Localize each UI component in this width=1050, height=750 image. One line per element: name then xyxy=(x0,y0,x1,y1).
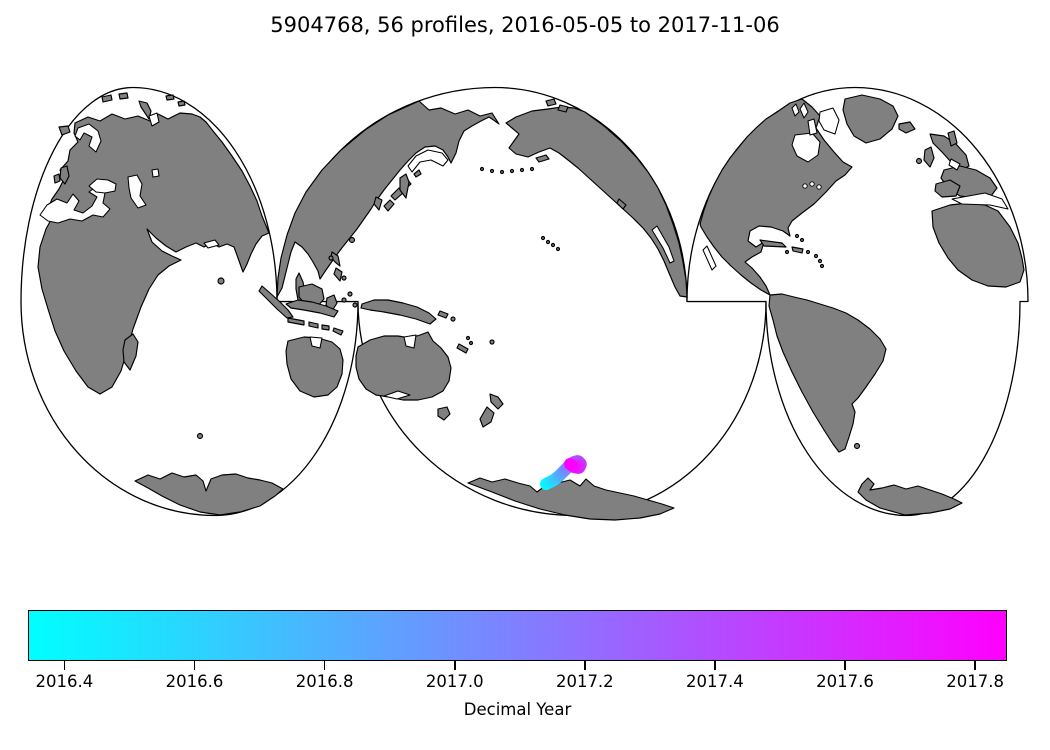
hudson-channel xyxy=(807,118,818,136)
colorbar-tick xyxy=(584,661,586,670)
new-zealand-north-island xyxy=(489,393,504,410)
hainan-island xyxy=(328,255,334,261)
ireland-east-copy xyxy=(915,157,923,165)
caribbean-islets xyxy=(784,233,825,269)
great-lakes xyxy=(802,181,822,190)
colorbar-tick-label: 2017.6 xyxy=(816,672,874,691)
aral-sea xyxy=(151,168,160,178)
moluccas-islet-3 xyxy=(352,302,358,308)
norway-sliver xyxy=(947,130,958,147)
black-sea xyxy=(88,178,117,194)
aleutian-islets xyxy=(479,166,535,175)
britain-land xyxy=(59,165,70,185)
gulf-of-california-middle xyxy=(651,225,675,264)
great-australian-bight xyxy=(383,390,411,400)
siberia-east-asia-land xyxy=(276,100,500,298)
java-islands xyxy=(287,317,344,336)
colorbar-tick xyxy=(323,661,326,670)
gulf-of-california-right xyxy=(702,245,717,271)
baltic-sea-east-copy xyxy=(948,158,961,171)
iceland-east-copy xyxy=(898,121,916,134)
colorbar-tick xyxy=(844,661,846,670)
vanuatu-islet-2 xyxy=(468,340,474,346)
iberia-east-copy xyxy=(934,179,961,198)
arctic-channels xyxy=(791,102,809,119)
philippines-islet xyxy=(341,275,347,281)
caspian-sea xyxy=(127,174,147,209)
solomon-islet xyxy=(450,316,456,322)
gulf-of-carpentaria-copy xyxy=(309,336,323,349)
arctic-islets-middle xyxy=(545,98,569,113)
float-trajectory xyxy=(540,455,587,490)
britain-east-copy xyxy=(923,146,935,168)
iceland-land xyxy=(58,125,71,136)
falkland-island xyxy=(853,442,861,450)
sakhalin-island xyxy=(399,173,410,199)
moluccas-islet-2 xyxy=(347,291,353,297)
colorbar-tick-label: 2016.6 xyxy=(165,672,224,691)
tasmania-island xyxy=(437,406,451,421)
baltic-sea xyxy=(74,123,102,153)
antarctica-right xyxy=(857,477,963,516)
vancouver-island xyxy=(616,198,627,210)
colorbar-axis-label: Decimal Year xyxy=(463,700,572,719)
hawaii-islets xyxy=(540,235,561,252)
fiji-islet xyxy=(489,339,495,345)
madagascar-land xyxy=(122,333,139,371)
mediterranean-east-copy xyxy=(951,192,1009,210)
cuba-island xyxy=(759,239,787,248)
new-caledonia-island xyxy=(456,343,469,354)
colorbar-tick xyxy=(714,661,716,670)
ireland-land xyxy=(53,173,61,184)
australia-west-copy xyxy=(285,336,344,398)
greenland-land xyxy=(842,94,899,144)
moluccas-islet-1 xyxy=(341,297,347,303)
sumatra-island xyxy=(258,285,294,319)
kerguelen-island xyxy=(196,432,204,440)
colorbar-tick-label: 2017.8 xyxy=(946,672,1004,691)
white-sea xyxy=(148,112,160,127)
colorbar-tick-label: 2016.8 xyxy=(295,672,354,691)
colorbar-tick-label: 2017.2 xyxy=(555,672,614,691)
sea-of-okhotsk xyxy=(407,149,449,173)
new-zealand-south-island xyxy=(479,406,495,428)
solomon-islands xyxy=(437,310,449,319)
figure-title: 5904768, 56 profiles, 2016-05-05 to 2017… xyxy=(270,13,780,37)
colorbar-tick xyxy=(974,661,976,670)
colorbar-tick-label: 2016.4 xyxy=(35,672,94,691)
profile-point xyxy=(564,458,576,470)
arctic-islands xyxy=(101,92,186,120)
taiwan-island xyxy=(348,236,356,244)
colorbar-tick xyxy=(193,661,196,670)
persian-gulf xyxy=(203,239,220,249)
antarctica-left xyxy=(134,472,284,516)
antarctica-middle xyxy=(467,477,675,521)
korea-peninsula xyxy=(373,196,383,211)
colorbar-tick xyxy=(453,661,456,670)
sea-cutouts xyxy=(39,102,1009,400)
colorbar-gradient xyxy=(28,610,1007,661)
baffin-bay xyxy=(818,107,840,135)
new-guinea-island xyxy=(360,299,437,325)
new-guinea-west-copy xyxy=(285,299,339,318)
south-america-land xyxy=(768,293,887,453)
colorbar-tick xyxy=(63,661,66,670)
alaska-peninsula-sliver xyxy=(535,154,550,163)
sri-lanka-island xyxy=(217,277,225,285)
vanuatu-islet-1 xyxy=(465,335,471,341)
gulf-of-carpentaria xyxy=(403,334,417,349)
colorbar-tick-label: 2017.0 xyxy=(425,672,484,691)
colorbar-axis: 2016.4 2016.6 2016.8 2017.0 2017.2 2017.4 2017… xyxy=(28,661,1007,701)
hispaniola-island xyxy=(791,246,804,254)
colorbar-tick-label: 2017.4 xyxy=(686,672,744,691)
